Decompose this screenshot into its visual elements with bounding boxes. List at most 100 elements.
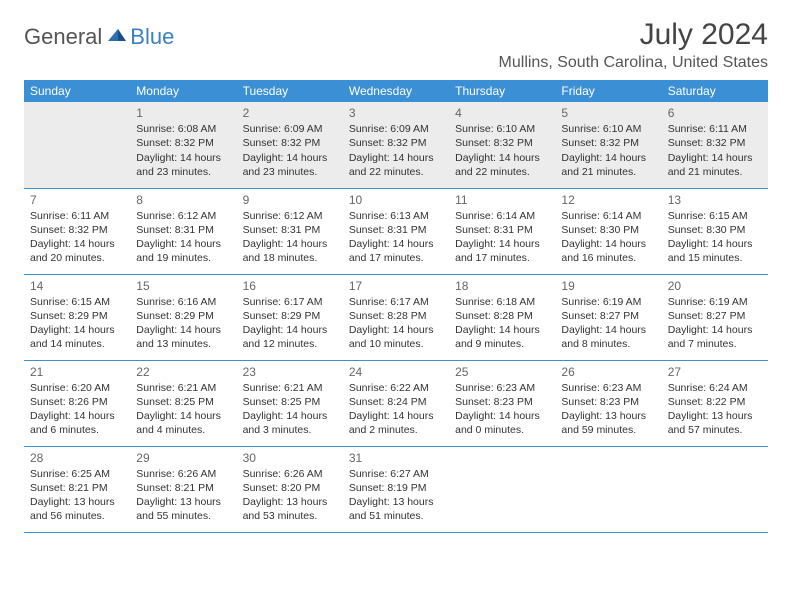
sunset-text: Sunset: 8:29 PM [136,309,230,323]
sunset-text: Sunset: 8:25 PM [243,395,337,409]
sunset-text: Sunset: 8:30 PM [561,223,655,237]
day-number: 16 [243,278,337,294]
daylight-text: and 14 minutes. [30,337,124,351]
calendar-day-cell: 7Sunrise: 6:11 AMSunset: 8:32 PMDaylight… [24,188,130,274]
sunset-text: Sunset: 8:32 PM [561,136,655,150]
daylight-text: Daylight: 14 hours [30,237,124,251]
page-title: July 2024 [499,18,768,52]
daylight-text: and 3 minutes. [243,423,337,437]
day-number: 28 [30,450,124,466]
daylight-text: Daylight: 14 hours [136,323,230,337]
day-number: 29 [136,450,230,466]
daylight-text: and 7 minutes. [668,337,762,351]
sunrise-text: Sunrise: 6:27 AM [349,467,443,481]
day-number: 25 [455,364,549,380]
day-number: 9 [243,192,337,208]
sunset-text: Sunset: 8:23 PM [455,395,549,409]
daylight-text: and 53 minutes. [243,509,337,523]
sunset-text: Sunset: 8:26 PM [30,395,124,409]
day-number: 18 [455,278,549,294]
sunset-text: Sunset: 8:30 PM [668,223,762,237]
day-number: 1 [136,105,230,121]
sunset-text: Sunset: 8:24 PM [349,395,443,409]
calendar-day-cell: 6Sunrise: 6:11 AMSunset: 8:32 PMDaylight… [662,102,768,188]
daylight-text: and 10 minutes. [349,337,443,351]
calendar-day-cell [555,446,661,532]
daylight-text: Daylight: 14 hours [668,151,762,165]
sunset-text: Sunset: 8:32 PM [243,136,337,150]
header: General Blue July 2024 Mullins, South Ca… [24,18,768,72]
calendar-day-cell: 30Sunrise: 6:26 AMSunset: 8:20 PMDayligh… [237,446,343,532]
weekday-header: Saturday [662,80,768,102]
day-number: 31 [349,450,443,466]
daylight-text: and 23 minutes. [243,165,337,179]
daylight-text: Daylight: 13 hours [349,495,443,509]
daylight-text: Daylight: 14 hours [136,409,230,423]
sunset-text: Sunset: 8:32 PM [30,223,124,237]
daylight-text: Daylight: 14 hours [243,323,337,337]
daylight-text: and 19 minutes. [136,251,230,265]
daylight-text: and 12 minutes. [243,337,337,351]
sunset-text: Sunset: 8:23 PM [561,395,655,409]
calendar-week-row: 21Sunrise: 6:20 AMSunset: 8:26 PMDayligh… [24,360,768,446]
sunrise-text: Sunrise: 6:23 AM [561,381,655,395]
sunrise-text: Sunrise: 6:26 AM [243,467,337,481]
calendar-week-row: 28Sunrise: 6:25 AMSunset: 8:21 PM Dayligh… [24,446,768,532]
sunset-text: Sunset: 8:32 PM [136,136,230,150]
weekday-header: Sunday [24,80,130,102]
sunrise-text: Sunrise: 6:21 AM [243,381,337,395]
sunrise-text: Sunrise: 6:09 AM [349,122,443,136]
daylight-text: Daylight: 14 hours [455,237,549,251]
sunset-text: Sunset: 8:31 PM [349,223,443,237]
calendar-day-cell: 18Sunrise: 6:18 AMSunset: 8:28 PMDayligh… [449,274,555,360]
logo-triangle-icon [106,26,128,49]
day-number: 7 [30,192,124,208]
day-number: 23 [243,364,337,380]
day-number: 5 [561,105,655,121]
daylight-text: and 17 minutes. [349,251,443,265]
daylight-text: and 21 minutes. [561,165,655,179]
sunrise-text: Sunrise: 6:08 AM [136,122,230,136]
daylight-text: Daylight: 14 hours [668,237,762,251]
daylight-text: Daylight: 13 hours [136,495,230,509]
weekday-header-row: SundayMondayTuesdayWednesdayThursdayFrid… [24,80,768,102]
weekday-header: Thursday [449,80,555,102]
day-number: 2 [243,105,337,121]
calendar-day-cell: 24Sunrise: 6:22 AMSunset: 8:24 PMDayligh… [343,360,449,446]
sunrise-text: Sunrise: 6:15 AM [30,295,124,309]
sunrise-text: Sunrise: 6:13 AM [349,209,443,223]
calendar-day-cell: 16Sunrise: 6:17 AMSunset: 8:29 PMDayligh… [237,274,343,360]
calendar-day-cell: 5Sunrise: 6:10 AMSunset: 8:32 PMDaylight… [555,102,661,188]
sunset-text: Sunset: 8:28 PM [455,309,549,323]
calendar-day-cell: 3Sunrise: 6:09 AMSunset: 8:32 PMDaylight… [343,102,449,188]
sunset-text: Sunset: 8:19 PM [349,481,443,495]
day-number: 11 [455,192,549,208]
day-number: 22 [136,364,230,380]
daylight-text: Daylight: 14 hours [349,151,443,165]
daylight-text: and 20 minutes. [30,251,124,265]
daylight-text: and 21 minutes. [668,165,762,179]
sunrise-text: Sunrise: 6:16 AM [136,295,230,309]
day-number: 24 [349,364,443,380]
logo-word-2: Blue [130,24,174,50]
calendar-day-cell: 23Sunrise: 6:21 AMSunset: 8:25 PMDayligh… [237,360,343,446]
calendar-day-cell: 20Sunrise: 6:19 AMSunset: 8:27 PMDayligh… [662,274,768,360]
sunset-text: Sunset: 8:32 PM [349,136,443,150]
sunrise-text: Sunrise: 6:22 AM [349,381,443,395]
sunset-text: Sunset: 8:27 PM [668,309,762,323]
calendar-day-cell: 4Sunrise: 6:10 AMSunset: 8:32 PMDaylight… [449,102,555,188]
day-number: 27 [668,364,762,380]
calendar-day-cell: 9Sunrise: 6:12 AMSunset: 8:31 PMDaylight… [237,188,343,274]
sunrise-text: Sunrise: 6:25 AM [30,467,124,481]
daylight-text: and 56 minutes. [30,509,124,523]
sunset-text: Sunset: 8:21 PM [30,481,124,495]
daylight-text: Daylight: 14 hours [243,151,337,165]
calendar-week-row: 1Sunrise: 6:08 AMSunset: 8:32 PMDaylight… [24,102,768,188]
daylight-text: Daylight: 13 hours [243,495,337,509]
sunrise-text: Sunrise: 6:19 AM [561,295,655,309]
weekday-header: Monday [130,80,236,102]
daylight-text: Daylight: 14 hours [349,409,443,423]
daylight-text: and 22 minutes. [455,165,549,179]
daylight-text: Daylight: 14 hours [455,151,549,165]
location-text: Mullins, South Carolina, United States [499,54,768,72]
